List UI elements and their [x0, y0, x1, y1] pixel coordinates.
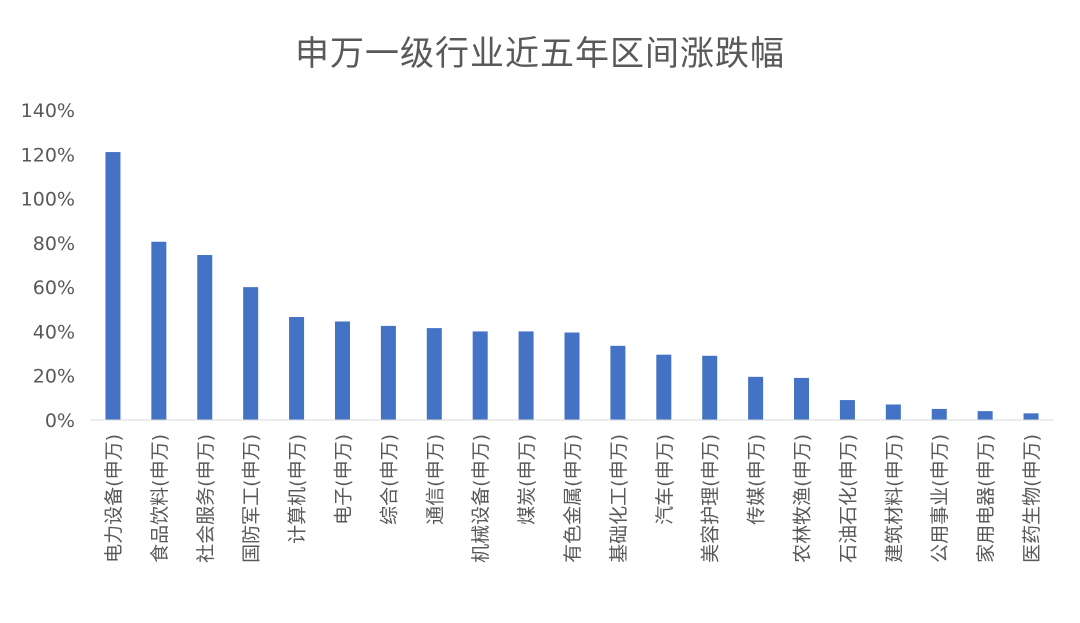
- x-tick-label: 国防军工(申万): [241, 434, 263, 563]
- y-tick-label: 40%: [33, 321, 75, 343]
- x-tick-label: 医药生物(申万): [1021, 434, 1043, 563]
- bar: [518, 331, 534, 420]
- y-tick-label: 120%: [21, 144, 75, 166]
- y-tick-label: 100%: [21, 189, 75, 211]
- y-tick-label: 140%: [21, 100, 75, 122]
- bar: [243, 287, 259, 420]
- bar: [610, 345, 626, 420]
- bar: [105, 152, 121, 421]
- y-axis: 0% 20% 40% 60% 80% 100% 120% 140%: [21, 100, 75, 432]
- bar: [1023, 413, 1039, 420]
- bars-group: [105, 152, 1039, 421]
- bar: [656, 354, 672, 420]
- bar: [151, 241, 167, 420]
- bar: [426, 328, 442, 420]
- x-tick-label: 电子(申万): [332, 434, 354, 525]
- bar: [564, 332, 580, 420]
- bar: [748, 376, 764, 420]
- x-tick-label: 有色金属(申万): [562, 434, 584, 563]
- bar: [977, 411, 993, 420]
- x-tick-label: 美容护理(申万): [700, 434, 722, 563]
- bar: [380, 325, 396, 420]
- x-tick-label: 农林牧渔(申万): [792, 434, 814, 563]
- x-tick-label: 计算机(申万): [287, 434, 309, 544]
- x-tick-label: 石油石化(申万): [837, 434, 859, 563]
- bar: [289, 317, 305, 420]
- bar: [197, 255, 213, 420]
- x-tick-label: 公用事业(申万): [929, 434, 951, 563]
- x-tick-label: 通信(申万): [424, 434, 446, 525]
- x-tick-label: 食品饮料(申万): [149, 434, 171, 563]
- x-axis: 电力设备(申万) 食品饮料(申万) 社会服务(申万) 国防军工(申万) 计算机(申万) 电…: [103, 434, 1043, 563]
- bar: [885, 404, 901, 420]
- x-tick-label: 社会服务(申万): [195, 434, 217, 563]
- x-tick-label: 家用电器(申万): [975, 434, 997, 563]
- y-tick-label: 60%: [33, 277, 75, 299]
- bar: [794, 377, 810, 420]
- y-tick-label: 20%: [33, 366, 75, 388]
- x-tick-label: 机械设备(申万): [470, 434, 492, 563]
- x-tick-label: 建筑材料(申万): [883, 434, 905, 563]
- bar: [334, 321, 350, 420]
- bar: [931, 408, 947, 420]
- bar: [839, 400, 855, 420]
- y-tick-label: 0%: [45, 410, 75, 432]
- x-tick-label: 煤炭(申万): [516, 434, 538, 525]
- x-tick-label: 综合(申万): [378, 434, 400, 525]
- x-tick-label: 传媒(申万): [746, 434, 768, 525]
- x-tick-label: 基础化工(申万): [608, 434, 630, 563]
- bar: [472, 331, 488, 420]
- bar: [702, 355, 718, 420]
- x-tick-label: 汽车(申万): [654, 434, 676, 525]
- y-tick-label: 80%: [33, 233, 75, 255]
- x-tick-label: 电力设备(申万): [103, 434, 125, 563]
- chart-title: 申万一级行业近五年区间涨跌幅: [295, 34, 785, 74]
